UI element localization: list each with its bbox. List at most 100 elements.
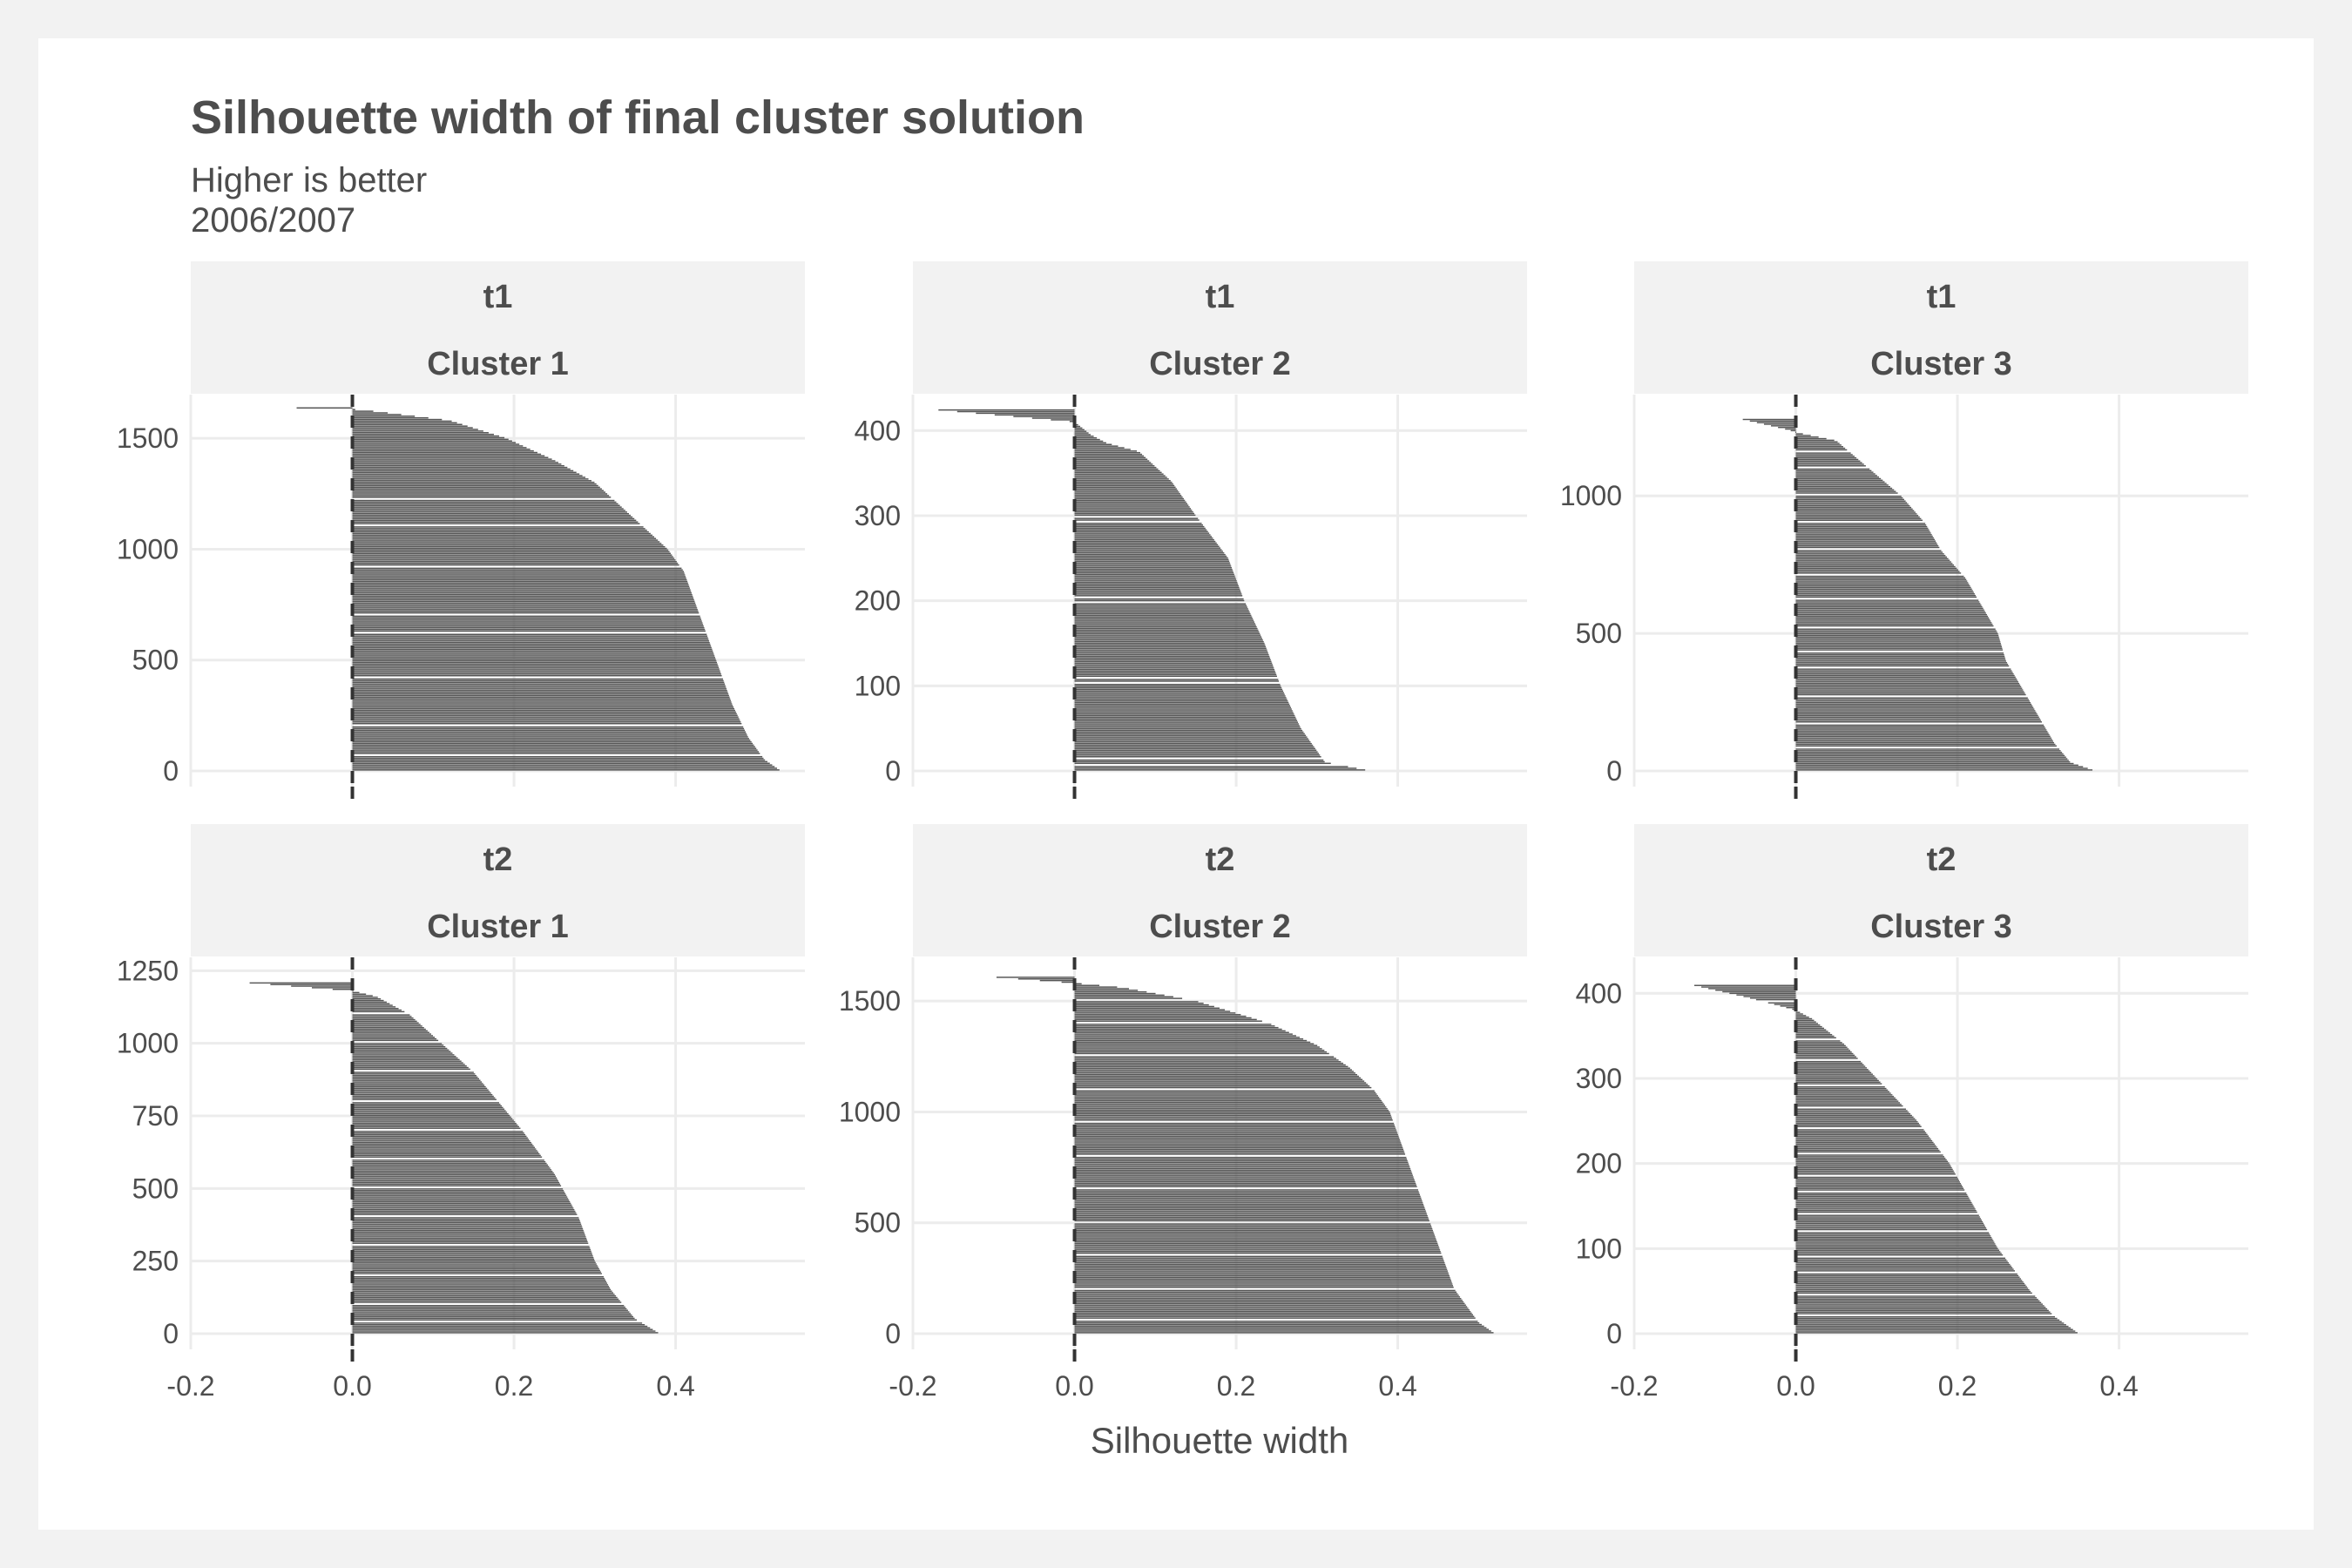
- panel-t1-cluster-2-bar: [1074, 614, 1252, 617]
- panel-t2-cluster-3-bar: [1795, 1315, 2055, 1318]
- panel-t2-cluster-3-bar: [1795, 1078, 1878, 1080]
- panel-t2-cluster-2-bar: [1074, 1001, 1199, 1003]
- panel-t2-cluster-3-bar: [1693, 984, 1796, 986]
- panel-t2-cluster-2-bar: [1074, 1283, 1453, 1285]
- panel-t1-cluster-3-bar: [1795, 764, 2078, 767]
- panel-t2-cluster-1-bar: [352, 1313, 631, 1315]
- panel-t1-cluster-2-bar: [1074, 683, 1281, 686]
- panel-t1-cluster-2-bar: [1074, 651, 1268, 652]
- panel-t2-cluster-1-bar: [352, 1190, 564, 1192]
- panel-t1-cluster-2-bar: [1074, 629, 1259, 632]
- panel-t1-cluster-2-bar: [1074, 549, 1222, 551]
- panel-t2-cluster-2-bar: [1074, 1140, 1401, 1142]
- panel-t1-cluster-2-bar: [1074, 480, 1171, 482]
- panel-t2-cluster-3-bar: [1795, 1017, 1813, 1020]
- panel-t1-cluster-3-bar: [1795, 591, 1974, 593]
- panel-t2-cluster-3-bar: [1795, 1112, 1911, 1115]
- panel-t2-cluster-2-bar: [1074, 1082, 1367, 1084]
- panel-t1-cluster-3-bar: [1795, 679, 2017, 681]
- panel-t2-cluster-2-bar: [1074, 1142, 1402, 1144]
- panel-t1-cluster-3-bar: [1795, 625, 1994, 627]
- panel-t2-cluster-2-bar: [1074, 1002, 1204, 1004]
- panel-t2-cluster-3-bar: [1795, 1060, 1862, 1063]
- panel-t1-cluster-2-bar: [1074, 660, 1272, 663]
- panel-t2-cluster-1-bar: [352, 1234, 585, 1236]
- panel-t1-cluster-3-bar: [1795, 454, 1853, 456]
- panel-t2-cluster-1-bar: [352, 1258, 595, 1260]
- panel-t2-cluster-2-bar: [1074, 1189, 1418, 1191]
- panel-t2-cluster-2-bar: [1074, 1328, 1490, 1330]
- panel-t2-cluster-3-bar: [1795, 1021, 1816, 1023]
- panel-t1-cluster-2-bar: [976, 412, 1075, 415]
- panel-t1-cluster-2-bar: [1074, 729, 1303, 732]
- panel-t1-cluster-1-bar: [352, 460, 556, 462]
- panel-t2-cluster-3-bar: [1795, 1019, 1815, 1022]
- panel-t2-cluster-3-bar: [1795, 1206, 1975, 1208]
- panel-t1-cluster-2-y-tick-label: 400: [855, 415, 901, 446]
- panel-t1-cluster-3-bar: [1795, 535, 1933, 537]
- panel-t1-cluster-3-bar: [1795, 436, 1819, 438]
- panel-t1-cluster-2-bar: [1051, 419, 1075, 421]
- panel-t1-cluster-3-bar: [1795, 657, 2005, 659]
- panel-t2-cluster-2-bar: [1074, 1004, 1209, 1006]
- panel-t1-cluster-3-bar: [1795, 689, 2024, 691]
- panel-t2-cluster-3-bar: [1795, 1025, 1822, 1028]
- panel-t1-cluster-3-bar: [1795, 672, 2014, 675]
- panel-t1-cluster-3-bar: [1795, 580, 1968, 582]
- panel-t1-cluster-2-bar: [1074, 586, 1240, 589]
- panel-t1-cluster-2-bar: [1074, 447, 1125, 449]
- panel-t1-cluster-2-bar: [1074, 484, 1175, 487]
- panel-t1-cluster-1-bar: [352, 582, 688, 585]
- panel-t2-cluster-2-bar: [1074, 1312, 1472, 1315]
- panel-t2-cluster-1-bar: [352, 1095, 494, 1098]
- panel-t2-cluster-2-bar: [1074, 1073, 1358, 1076]
- panel-t1-cluster-2-bar: [1074, 672, 1276, 674]
- panel-t1-cluster-1-bar: [352, 432, 489, 434]
- panel-t2-cluster-2-bar: [1074, 1078, 1363, 1081]
- panel-t1-cluster-2-bar: [1069, 421, 1075, 422]
- panel-t2-cluster-1-bar: [352, 1001, 387, 1004]
- panel-t1-cluster-3-bar: [1795, 532, 1931, 534]
- panel-t1-cluster-2-bar: [1074, 562, 1230, 564]
- panel-t2-cluster-1-bar: [352, 1065, 467, 1067]
- panel-t1-cluster-1-bar: [352, 698, 731, 700]
- panel-t2-cluster-2-bar: [1074, 1163, 1409, 1165]
- panel-t1-cluster-2-bar: [1074, 495, 1182, 497]
- panel-t1-cluster-1-bar: [352, 556, 673, 558]
- panel-t1-cluster-2-bar: [1074, 756, 1321, 758]
- panel-t1-cluster-2-bar: [1074, 542, 1217, 544]
- panel-t1-cluster-3-bar: [1795, 724, 2044, 727]
- panel-t1-cluster-2-bar: [1074, 588, 1240, 591]
- panel-t1-cluster-2-bar: [1074, 673, 1277, 676]
- panel-t2-cluster-1-bar: [352, 1156, 543, 1158]
- panel-t2-cluster-3-bar: [1795, 1116, 1914, 1119]
- panel-t1-cluster-1-bar: [352, 620, 702, 622]
- panel-t1-cluster-2-bar: [1074, 450, 1137, 452]
- panel-t1-cluster-3-bar: [1795, 603, 1981, 605]
- panel-t2-cluster-3-bar: [1795, 1286, 2027, 1288]
- panel-t1-cluster-2-bar: [1074, 698, 1288, 700]
- panel-t1-cluster-1-bar: [352, 747, 757, 749]
- panel-t2-cluster-3-bar: [1795, 1104, 1902, 1105]
- panel-t2-cluster-1-bar: [352, 1106, 504, 1109]
- panel-t2-cluster-3-bar: [1795, 1064, 1864, 1065]
- panel-t2-cluster-1-bar: [352, 1196, 568, 1198]
- panel-t2-cluster-2-bar: [1074, 1116, 1392, 1118]
- panel-t1-cluster-2-bar: [1074, 568, 1233, 571]
- panel-t1-cluster-2-bar: [1074, 429, 1085, 431]
- panel-t1-cluster-3-bar: [1795, 731, 2048, 733]
- panel-t1-cluster-1-bar: [352, 559, 676, 561]
- panel-t2-cluster-1-bar: [352, 1022, 419, 1024]
- panel-t2-cluster-3-bar: [1795, 1249, 2000, 1251]
- panel-t2-cluster-1-bar: [352, 1309, 628, 1311]
- panel-t1-cluster-2-bar: [1074, 501, 1186, 504]
- panel-t2-cluster-3-bar: [1795, 1164, 1950, 1166]
- panel-t1-cluster-3-bar: [1795, 519, 1923, 521]
- panel-t2-cluster-1-bar: [352, 1240, 588, 1243]
- panel-t1-cluster-3-bar: [1795, 605, 1983, 608]
- panel-t1-cluster-3-bar: [1795, 684, 2021, 686]
- panel-t1-cluster-3-bar: [1795, 447, 1846, 449]
- panel-t2-cluster-3-bar: [1755, 998, 1796, 1001]
- panel-t1-cluster-2-bar: [1074, 618, 1254, 620]
- panel-t1-cluster-3-bar: [1795, 754, 2065, 757]
